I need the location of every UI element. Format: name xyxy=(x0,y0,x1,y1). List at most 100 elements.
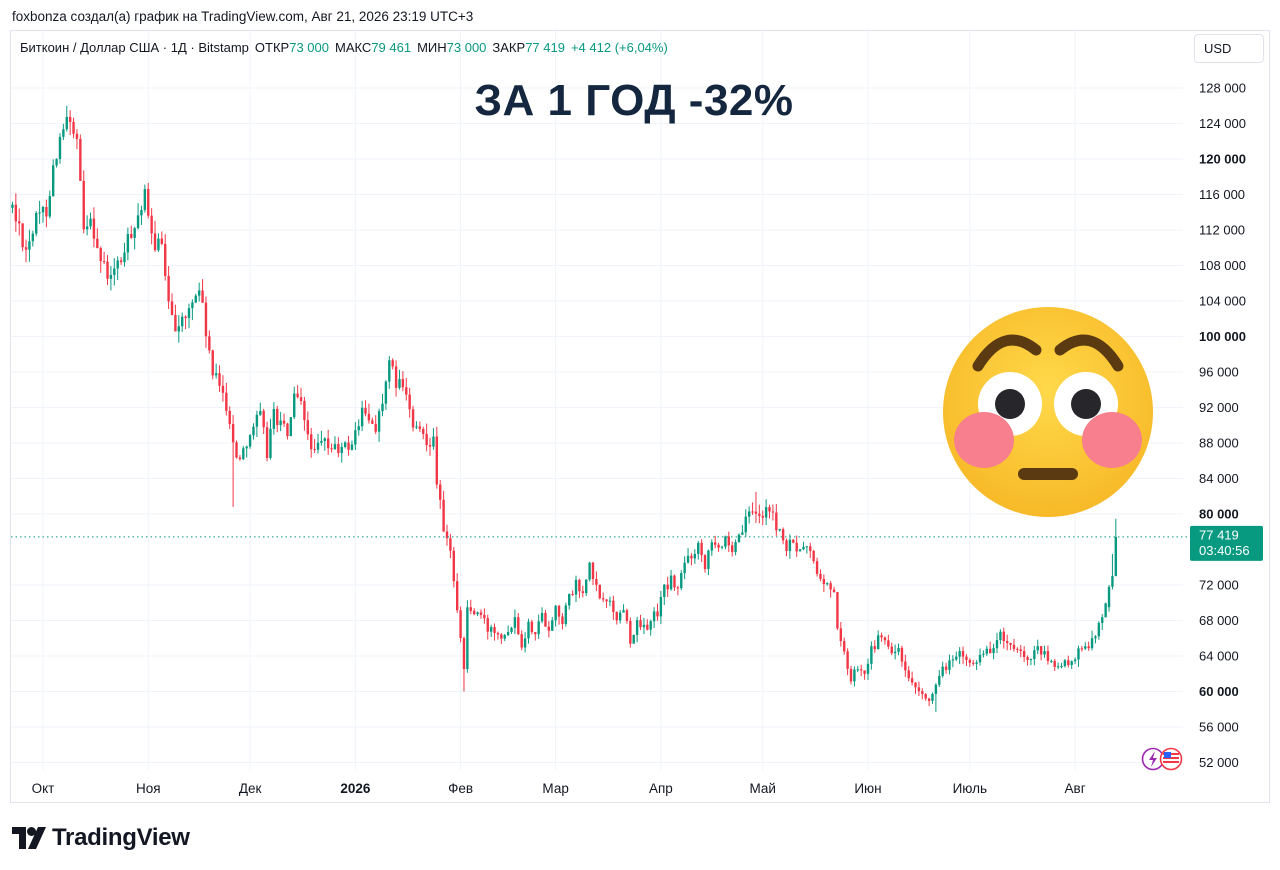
candle xyxy=(568,593,571,610)
candle xyxy=(476,611,479,617)
candle xyxy=(815,557,819,577)
candle xyxy=(102,251,106,265)
candle xyxy=(618,609,622,624)
candle xyxy=(517,613,520,635)
candle xyxy=(720,545,724,550)
candle xyxy=(965,654,968,667)
candle xyxy=(259,402,262,417)
candle xyxy=(1087,641,1090,651)
candle xyxy=(388,356,391,389)
candle xyxy=(333,436,337,450)
candle xyxy=(978,648,982,666)
candle xyxy=(279,411,282,432)
candle xyxy=(89,212,92,230)
candle xyxy=(730,541,734,557)
candle xyxy=(364,400,367,417)
candle xyxy=(411,405,415,432)
candle xyxy=(802,541,805,551)
candle xyxy=(479,609,483,619)
candle xyxy=(197,282,201,302)
candle xyxy=(673,574,676,591)
candle xyxy=(859,664,863,677)
candle xyxy=(14,193,18,232)
candle xyxy=(1080,645,1084,652)
candle xyxy=(493,623,496,641)
price-axis-label: 92 000 xyxy=(1199,400,1239,415)
candle xyxy=(523,632,527,653)
indicator-badges[interactable] xyxy=(1141,747,1185,771)
chart-headline: ЗА 1 ГОД -32% xyxy=(474,76,794,125)
candle xyxy=(143,184,147,213)
time-axis-label: Май xyxy=(750,781,776,796)
candle xyxy=(354,422,357,450)
candle xyxy=(1016,647,1019,653)
candle xyxy=(601,592,605,603)
candle xyxy=(153,220,157,252)
candle xyxy=(554,604,557,627)
candle xyxy=(506,625,510,637)
price-axis: 128 000 124 000 120 000 116 000 112 000 108 0… xyxy=(1190,81,1263,770)
candle xyxy=(897,643,900,656)
candle xyxy=(680,570,683,591)
price-axis-label: 96 000 xyxy=(1199,365,1239,380)
candle xyxy=(82,170,85,234)
tradingview-logo[interactable]: TradingView xyxy=(12,822,190,854)
candle xyxy=(306,411,310,441)
candle xyxy=(38,200,41,224)
candle xyxy=(1005,634,1009,651)
currency-selector[interactable]: USD xyxy=(1194,34,1264,63)
candle xyxy=(398,369,401,390)
candle xyxy=(330,443,333,453)
candle xyxy=(310,427,313,458)
candle xyxy=(252,423,255,440)
candle xyxy=(656,603,659,621)
flushed-face-icon xyxy=(942,306,1154,518)
price-axis-label: 100 000 xyxy=(1199,329,1246,344)
price-axis-label: 120 000 xyxy=(1199,152,1246,167)
candle xyxy=(649,619,652,636)
candle xyxy=(343,440,347,449)
candle xyxy=(805,546,809,554)
candle xyxy=(540,607,544,624)
time-axis-label: 2026 xyxy=(340,781,371,796)
candle xyxy=(489,624,493,637)
candle xyxy=(211,349,214,380)
candle xyxy=(18,208,21,236)
candle xyxy=(439,480,442,509)
candle xyxy=(1101,614,1104,631)
candle xyxy=(367,403,371,424)
candle xyxy=(985,645,989,657)
candle xyxy=(72,117,75,139)
candle xyxy=(890,642,893,656)
candle xyxy=(455,573,459,614)
candle xyxy=(747,506,751,524)
candle xyxy=(24,239,28,263)
candle xyxy=(194,293,197,304)
candle xyxy=(944,662,948,674)
candle xyxy=(31,230,35,247)
candle xyxy=(887,634,890,650)
candle xyxy=(931,692,934,704)
candle xyxy=(1107,585,1111,612)
candle xyxy=(377,408,381,442)
symbol-legend[interactable]: Биткоин / Доллар США · 1Д · Bitstamp ОТКР… xyxy=(20,40,668,55)
candle xyxy=(690,553,693,566)
candle xyxy=(360,400,364,431)
candle xyxy=(764,499,768,526)
candle xyxy=(951,655,955,668)
price-axis-label: 60 000 xyxy=(1199,684,1239,699)
candle xyxy=(1060,662,1063,669)
candle xyxy=(214,363,218,379)
candle xyxy=(724,535,727,550)
open-label: ОТКР xyxy=(254,40,290,55)
time-axis-label: Июль xyxy=(953,781,987,796)
candle xyxy=(1050,659,1053,663)
candle xyxy=(995,632,999,654)
candle xyxy=(415,421,418,430)
candle xyxy=(873,640,876,653)
candle xyxy=(313,439,316,454)
price-axis-label: 108 000 xyxy=(1199,258,1246,273)
candle xyxy=(164,234,167,281)
close-value: 77 419 xyxy=(525,40,565,55)
candle xyxy=(265,421,269,462)
